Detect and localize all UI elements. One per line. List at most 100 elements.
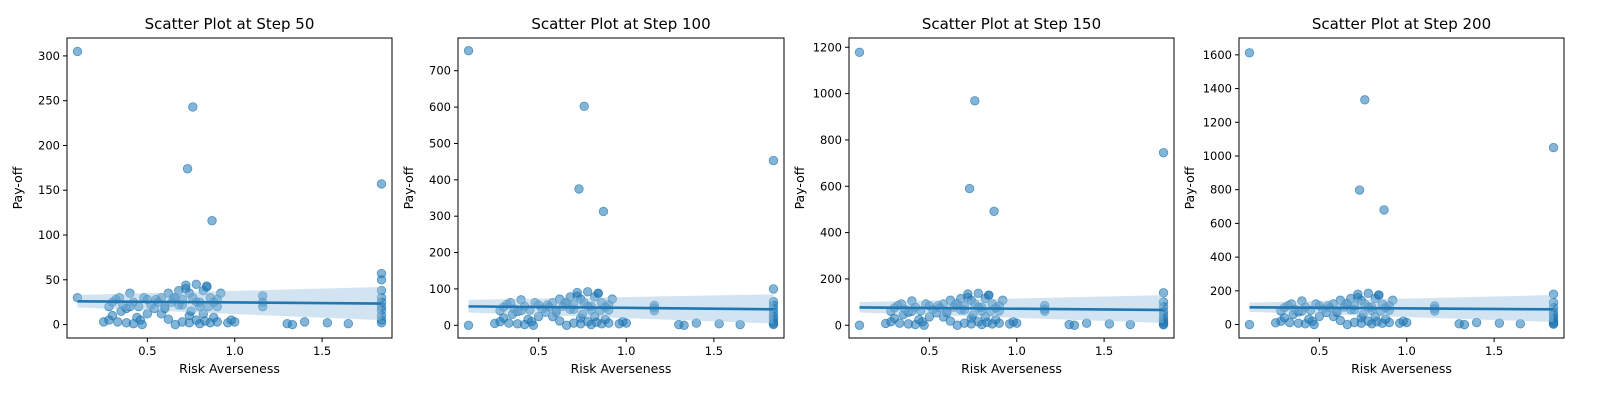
data-point: [604, 319, 613, 328]
y-tick-label: 150: [38, 183, 60, 197]
data-point: [1245, 320, 1254, 329]
data-point: [1159, 148, 1168, 157]
data-point: [520, 320, 529, 329]
y-axis-label: Pay-off: [10, 166, 25, 209]
data-point: [769, 285, 778, 294]
x-tick-label: 1.0: [1008, 344, 1026, 358]
data-point: [575, 185, 584, 194]
data-point: [143, 310, 152, 319]
x-tick-label: 0.5: [529, 344, 547, 358]
y-tick-label: 800: [1210, 183, 1232, 197]
data-point: [615, 320, 624, 329]
x-tick-label: 1.5: [1485, 344, 1503, 358]
y-axis-label: Pay-off: [401, 166, 416, 209]
data-point: [300, 318, 309, 327]
data-point: [377, 180, 386, 189]
x-tick-label: 1.0: [226, 344, 244, 358]
y-axis-label: Pay-off: [1182, 166, 1197, 209]
chart-title: Scatter Plot at Step 200: [1312, 15, 1491, 33]
y-tick-label: 250: [38, 94, 60, 108]
y-tick-label: 0: [1225, 318, 1232, 332]
y-tick-label: 100: [429, 282, 451, 296]
x-tick-label: 0.5: [920, 344, 938, 358]
y-tick-label: 0: [53, 318, 60, 332]
scatter-panel-1: 0.5 1.0 1.5050100150200250300Scatter Plot …: [10, 15, 392, 376]
data-point: [1301, 320, 1310, 329]
data-point: [1285, 318, 1294, 327]
data-point: [965, 184, 974, 193]
data-point: [971, 96, 980, 105]
data-point: [680, 321, 689, 330]
data-point: [594, 289, 603, 298]
data-point: [1395, 319, 1404, 328]
y-tick-label: 1000: [813, 87, 842, 101]
y-tick-label: 400: [1210, 250, 1232, 264]
x-tick-label: 0.5: [1310, 344, 1328, 358]
y-tick-label: 800: [820, 133, 842, 147]
data-point: [505, 319, 514, 328]
data-point: [1361, 96, 1370, 105]
y-tick-label: 300: [38, 49, 60, 63]
data-point: [496, 317, 505, 326]
data-point: [105, 316, 114, 325]
data-point: [583, 288, 592, 297]
data-point: [974, 289, 983, 298]
data-point: [1385, 318, 1394, 327]
data-point: [920, 321, 929, 330]
chart-title: Scatter Plot at Step 150: [922, 15, 1101, 33]
data-point: [113, 318, 122, 327]
plot-area: [464, 46, 778, 329]
y-tick-label: 1600: [1203, 48, 1232, 62]
data-point: [1310, 320, 1319, 329]
plot-area: [73, 47, 386, 329]
axes-frame: [1239, 38, 1564, 338]
scatter-panel-2: 0.5 1.0 1.5 0 100 200 300 400 500 600 700 Scatter P…: [401, 15, 784, 376]
data-point: [895, 319, 904, 328]
y-tick-label: 50: [45, 273, 60, 287]
data-point: [1460, 320, 1469, 329]
y-axis-label: Pay-off: [792, 166, 807, 209]
data-point: [984, 291, 993, 300]
axes-frame: [458, 38, 784, 338]
y-tick-label: 200: [820, 272, 842, 286]
data-point: [464, 46, 473, 55]
data-point: [1374, 291, 1383, 300]
x-tick-label: 1.5: [705, 344, 723, 358]
x-tick-label: 0.5: [138, 344, 156, 358]
x-tick-label: 1.5: [1095, 344, 1113, 358]
data-point: [529, 321, 538, 330]
data-point: [192, 280, 201, 289]
x-axis-label: Risk Averseness: [1351, 361, 1452, 376]
data-point: [887, 317, 896, 326]
y-tick-label: 1400: [1203, 82, 1232, 96]
y-tick-label: 500: [429, 136, 451, 150]
data-point: [183, 164, 192, 173]
data-point: [323, 318, 332, 327]
chart-title: Scatter Plot at Step 50: [145, 15, 315, 33]
y-tick-label: 300: [429, 209, 451, 223]
x-axis-label: Risk Averseness: [179, 361, 280, 376]
scatter-panel-3: 0.5 1.0 1.5020040060080010001200Scatter Pl…: [792, 15, 1174, 376]
axes-frame: [849, 38, 1174, 338]
y-tick-label: 1200: [1203, 115, 1232, 129]
data-point: [223, 318, 232, 327]
data-point: [189, 103, 198, 112]
data-point: [1364, 289, 1373, 298]
data-point: [377, 275, 386, 284]
y-tick-label: 400: [820, 226, 842, 240]
y-tick-label: 200: [429, 246, 451, 260]
data-point: [213, 318, 222, 327]
data-point: [1549, 143, 1558, 152]
data-point: [208, 216, 217, 225]
x-axis-label: Risk Averseness: [571, 361, 672, 376]
y-tick-label: 200: [1210, 284, 1232, 298]
data-point: [1380, 206, 1389, 215]
data-point: [1245, 49, 1254, 58]
y-tick-label: 1200: [813, 40, 842, 54]
data-point: [138, 320, 147, 329]
plot-area: [1245, 49, 1558, 329]
data-point: [580, 102, 589, 111]
x-axis-label: Risk Averseness: [961, 361, 1062, 376]
data-point: [1277, 317, 1286, 326]
y-tick-label: 400: [429, 173, 451, 187]
